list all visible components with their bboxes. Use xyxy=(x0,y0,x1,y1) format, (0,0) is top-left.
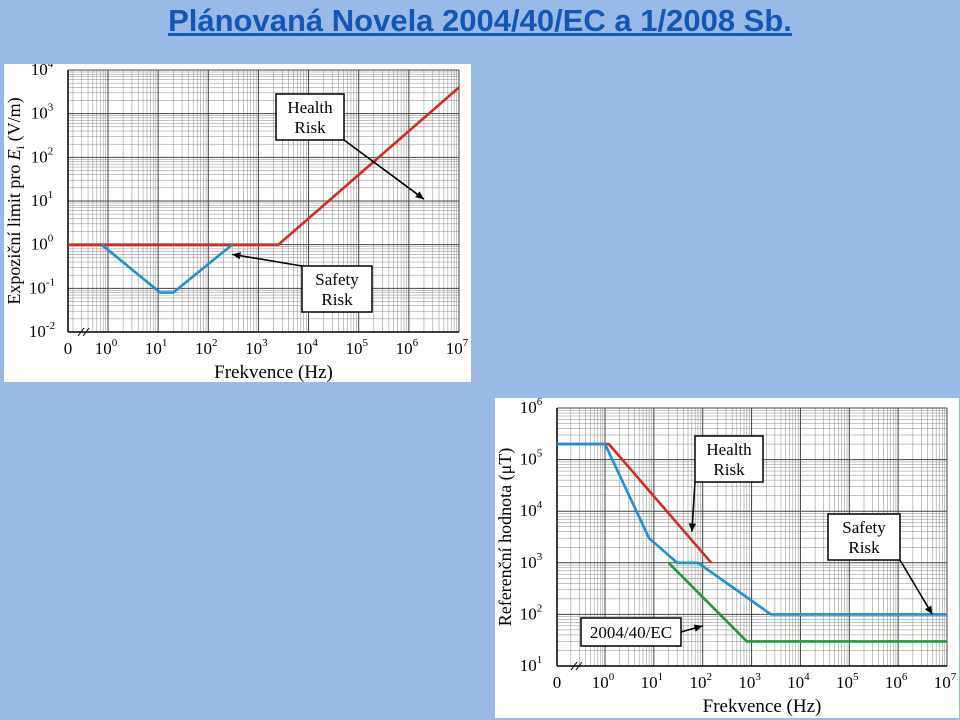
arrow-head-icon xyxy=(232,252,241,260)
annotation-text: 2004/40/EC xyxy=(590,623,672,642)
y-tick-label: 10-2 xyxy=(29,320,55,341)
arrow-head-icon xyxy=(688,523,697,532)
y-tick-label: 106 xyxy=(520,398,543,417)
y-tick-label: 103 xyxy=(520,551,543,572)
x-axis-label: Frekvence (Hz) xyxy=(214,362,333,382)
annotation-text: Risk xyxy=(294,118,326,137)
y-tick-label: 101 xyxy=(520,654,543,675)
annotation-text: Safety xyxy=(842,518,886,537)
y-tick-label: 102 xyxy=(31,145,54,166)
y-tick-label: 104 xyxy=(31,64,54,79)
annotation-arrow xyxy=(343,139,425,200)
y-axis-label: Expoziční limit pro Ei (V/m) xyxy=(4,97,27,304)
arrow-head-icon xyxy=(693,624,703,632)
y-axis-label: Referenční hodnota (μT) xyxy=(495,448,516,627)
annotation-text: Safety xyxy=(315,270,359,289)
y-tick-label: 104 xyxy=(520,499,543,520)
axis-break-mark xyxy=(82,327,90,337)
x-tick-label: 107 xyxy=(934,671,957,692)
page-title: Plánovaná Novela 2004/40/EC a 1/2008 Sb. xyxy=(168,3,792,38)
arrow-head-icon xyxy=(415,191,424,200)
electric-field-limit-chart: 0 100 101 102 103 104 105 106 107 10-2 10-1 100 101 1… xyxy=(4,64,471,382)
x-tick-label: 105 xyxy=(836,671,859,692)
series-line xyxy=(667,561,947,643)
annotation-text: Risk xyxy=(321,290,353,309)
annotation-box xyxy=(580,617,682,647)
x-tick-label: 105 xyxy=(345,337,368,358)
axis-break-mark xyxy=(575,661,583,671)
arrow-head-icon xyxy=(924,605,933,615)
annotation-text: Risk xyxy=(713,460,745,479)
magnetic-reference-plot: 0 100 101 102 103 104 105 106 107 101 102 103 104 105… xyxy=(495,398,957,717)
annotation-text: Health xyxy=(287,98,333,117)
magnetic-reference-chart: 0 100 101 102 103 104 105 106 107 101 102 103 104 105… xyxy=(495,398,959,718)
x-tick-label: 100 xyxy=(95,337,118,358)
x-tick-label-zero: 0 xyxy=(553,673,562,692)
annotation-box xyxy=(827,513,901,561)
x-tick-label: 100 xyxy=(592,671,615,692)
plot-area xyxy=(67,69,460,337)
y-tick-label: 101 xyxy=(31,189,54,210)
x-tick-label-zero: 0 xyxy=(64,339,73,358)
y-tick-label: 10-1 xyxy=(29,276,55,297)
x-tick-label: 102 xyxy=(195,337,218,358)
axis-break-mark xyxy=(77,327,85,337)
annotation-text: Health xyxy=(706,440,752,459)
x-tick-label: 101 xyxy=(145,337,168,358)
x-tick-label: 103 xyxy=(245,337,268,358)
annotation-box xyxy=(694,435,764,483)
x-axis-label: Frekvence (Hz) xyxy=(703,696,822,717)
annotation: 2004/40/EC xyxy=(580,617,703,647)
x-tick-label: 104 xyxy=(295,337,318,358)
y-tick-label: 102 xyxy=(520,602,543,623)
series-line xyxy=(100,243,234,294)
x-tick-label: 106 xyxy=(885,671,908,692)
x-tick-label: 107 xyxy=(446,337,469,358)
electric-field-limit-plot: 0 100 101 102 103 104 105 106 107 10-2 10-1 100 101 1… xyxy=(4,64,469,382)
annotation-arrow xyxy=(899,559,933,615)
x-tick-label: 106 xyxy=(396,337,419,358)
annotation-box xyxy=(301,265,373,313)
axis-break-mark xyxy=(570,661,578,671)
annotation-text: Risk xyxy=(848,538,880,557)
x-tick-label: 103 xyxy=(738,671,761,692)
series-line xyxy=(68,86,460,246)
x-tick-label: 101 xyxy=(641,671,664,692)
annotation-box xyxy=(275,93,345,141)
y-tick-label: 100 xyxy=(31,233,54,254)
x-tick-label: 104 xyxy=(787,671,810,692)
x-tick-label: 102 xyxy=(689,671,712,692)
annotation-arrow xyxy=(691,481,696,532)
series-line xyxy=(557,442,947,616)
y-tick-label: 105 xyxy=(520,448,543,469)
y-tick-label: 103 xyxy=(31,102,54,123)
annotation-arrow xyxy=(232,253,303,267)
